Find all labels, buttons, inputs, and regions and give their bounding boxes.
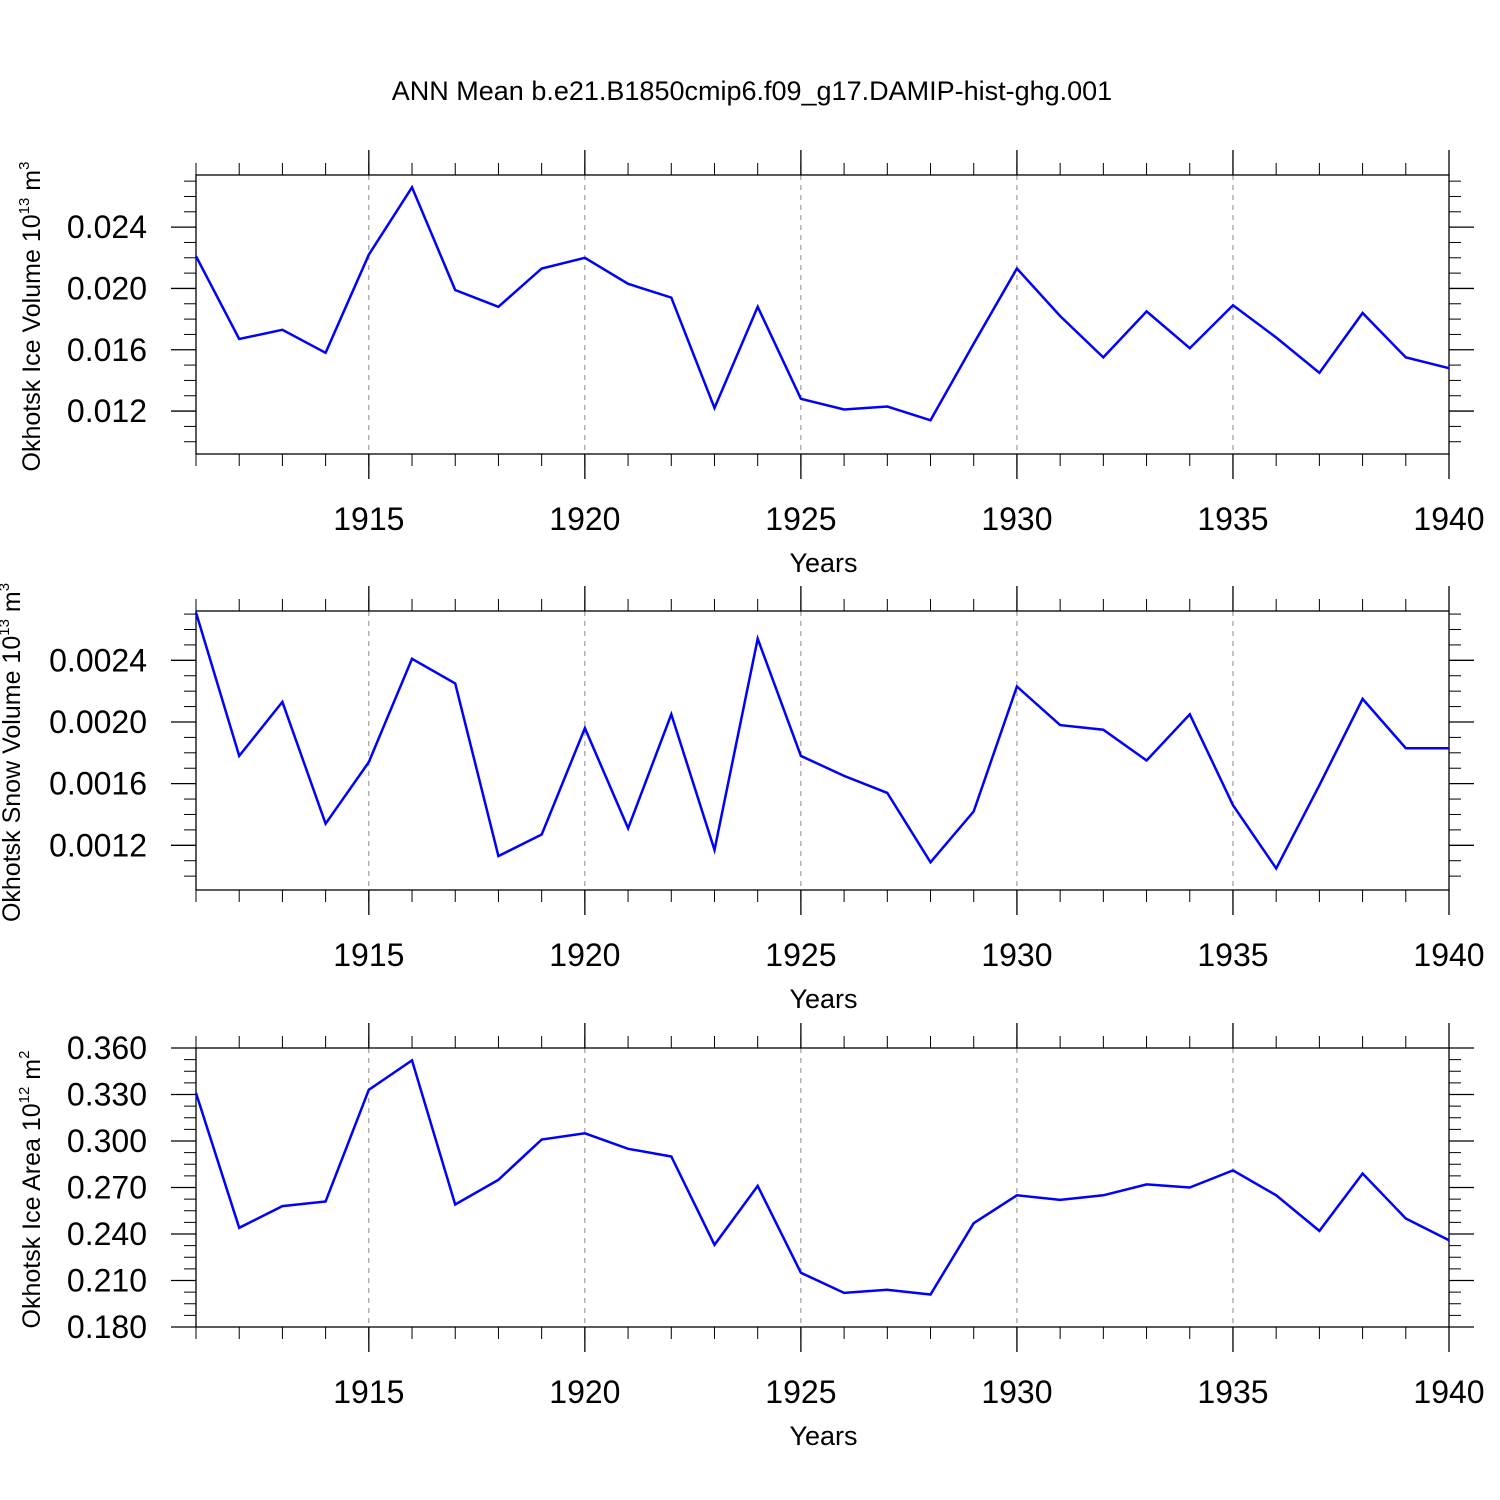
x-axis-label: Years xyxy=(789,548,857,578)
x-tick-label: 1925 xyxy=(765,937,836,973)
y-tick-label: 0.210 xyxy=(67,1263,147,1299)
y-axis-label-superscript: 3 xyxy=(0,583,13,591)
y-axis-label-superscript: 2 xyxy=(16,1051,33,1059)
y-tick-label: 0.0020 xyxy=(49,704,147,740)
x-tick-label: 1940 xyxy=(1413,937,1484,973)
x-tick-label: 1920 xyxy=(549,501,620,537)
y-axis-label-superscript: 3 xyxy=(16,162,33,170)
plot-frame xyxy=(195,174,1450,455)
x-axis-label: Years xyxy=(789,984,857,1014)
y-axis-label: Okhotsk Snow Volume 1013 m3 xyxy=(0,583,26,922)
y-tick-label: 0.240 xyxy=(67,1216,147,1252)
y-tick-label: 0.024 xyxy=(67,209,147,245)
y-axis-label-part: Okhotsk Ice Volume 10 xyxy=(18,214,46,471)
x-tick-label: 1935 xyxy=(1197,501,1268,537)
x-axis-label: Years xyxy=(789,1421,857,1451)
y-tick-label: 0.300 xyxy=(67,1123,147,1159)
x-tick-label: 1940 xyxy=(1413,501,1484,537)
y-axis-label-superscript: 13 xyxy=(16,198,33,215)
y-tick-label: 0.016 xyxy=(67,332,147,368)
y-axis-label: Okhotsk Ice Area 1012 m2 xyxy=(16,1051,46,1329)
x-tick-label: 1935 xyxy=(1197,937,1268,973)
y-tick-label: 0.012 xyxy=(67,393,147,429)
x-tick-label: 1930 xyxy=(981,501,1052,537)
y-axis-label-part: Okhotsk Ice Area 10 xyxy=(18,1103,46,1328)
series-line xyxy=(194,1058,1450,1296)
x-tick-label: 1935 xyxy=(1197,1374,1268,1410)
panel-3: 1915 1920 1925 1930 1935 1940 0.180 0.210 0.240 0… xyxy=(16,1023,1485,1451)
y-tick-label: 0.0016 xyxy=(49,766,147,802)
x-tick-label: 1915 xyxy=(333,1374,404,1410)
x-tick-label: 1940 xyxy=(1413,1374,1484,1410)
y-tick-label: 0.020 xyxy=(67,270,147,306)
y-axis-label-part: Okhotsk Snow Volume 10 xyxy=(0,636,26,922)
y-tick-label: 0.360 xyxy=(67,1030,147,1066)
y-tick-label: 0.330 xyxy=(67,1077,147,1113)
y-axis-label-part: m xyxy=(18,1059,46,1087)
x-tick-label: 1925 xyxy=(765,1374,836,1410)
x-tick-label: 1925 xyxy=(765,501,836,537)
y-tick-label: 0.0012 xyxy=(49,827,147,863)
y-axis-label-superscript: 13 xyxy=(0,619,13,636)
panel-1: 1915 1920 1925 1930 1935 1940 0.012 0.016 0.020 0… xyxy=(16,150,1485,578)
x-tick-label: 1920 xyxy=(549,1374,620,1410)
y-tick-label: 0.180 xyxy=(67,1309,147,1345)
y-tick-label: 0.270 xyxy=(67,1170,147,1206)
x-tick-label: 1930 xyxy=(981,937,1052,973)
x-tick-label: 1915 xyxy=(333,937,404,973)
panel-2: 1915 1920 1925 1930 1935 1940 0.0012 0.0016 0.00… xyxy=(0,583,1485,1014)
x-tick-label: 1920 xyxy=(549,937,620,973)
figure-title: ANN Mean b.e21.B1850cmip6.f09_g17.DAMIP-… xyxy=(392,76,1112,106)
series-line xyxy=(194,612,1449,871)
series-line xyxy=(194,184,1450,422)
y-axis-label-superscript: 12 xyxy=(16,1087,33,1104)
plot-frame xyxy=(195,610,1450,891)
y-axis-label-part: m xyxy=(18,170,46,198)
y-axis-label: Okhotsk Ice Volume 1013 m3 xyxy=(16,162,46,472)
x-tick-label: 1930 xyxy=(981,1374,1052,1410)
y-tick-label: 0.0024 xyxy=(49,642,147,678)
y-axis-label-part: m xyxy=(0,591,26,619)
x-tick-label: 1915 xyxy=(333,501,404,537)
